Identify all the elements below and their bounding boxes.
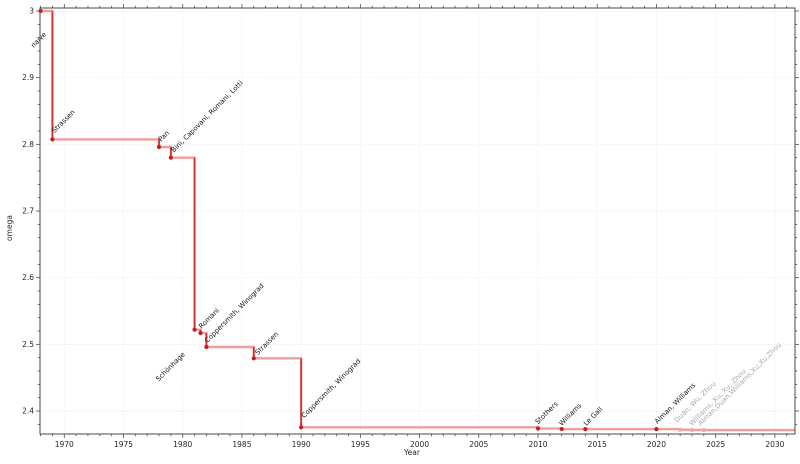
y-tick-label: 3 (29, 7, 34, 16)
y-tick-label: 2.6 (22, 273, 34, 282)
point-label: naive (29, 31, 48, 50)
y-tick-label: 2.4 (22, 407, 34, 416)
x-tick-label: 2000 (410, 440, 429, 449)
point-label: Williams (557, 401, 583, 427)
y-tick-label: 2.5 (22, 340, 34, 349)
data-point-marker (701, 428, 706, 433)
grid-layer (40, 8, 795, 434)
point-label: Schönhage (154, 351, 186, 383)
data-point-marker (50, 137, 55, 142)
axes-layer: 1970 1975 1980 1985 1990 1995 2000 2005 2010 2015… (22, 4, 799, 449)
data-point-marker (559, 426, 564, 432)
x-tick-label: 1995 (351, 440, 370, 449)
data-point-marker (38, 8, 43, 14)
point-label: Strassen (50, 108, 77, 135)
data-point-marker (678, 427, 683, 432)
x-tick-label: 1985 (232, 440, 251, 449)
x-tick-label: 2030 (765, 440, 784, 449)
point-label: Le Gall (582, 405, 604, 427)
data-point-marker (299, 425, 304, 430)
point-label: Pan (157, 129, 171, 143)
x-tick-label: 1990 (292, 440, 311, 449)
data-point-marker (689, 427, 695, 433)
x-tick-label: 1980 (173, 440, 192, 449)
data-point-marker (251, 356, 256, 361)
y-axis-title: omega (5, 215, 14, 241)
series-layer (40, 9, 795, 432)
marker-layer (38, 8, 706, 433)
data-point-marker (192, 327, 197, 332)
plot-border (39, 7, 796, 435)
x-tick-label: 1970 (55, 440, 74, 449)
x-tick-label: 2010 (528, 440, 547, 449)
point-label: Coppersmith, Winograd (300, 357, 362, 419)
omega-step-line (40, 9, 795, 432)
x-axis-title: Year (403, 448, 421, 457)
y-tick-label: 2.7 (22, 207, 34, 216)
point-label: Bini, Capovani, Romani, Lotti (170, 79, 245, 154)
x-tick-label: 2005 (469, 440, 488, 449)
data-point-marker (535, 426, 541, 431)
data-point-marker (198, 330, 203, 336)
y-tick-label: 2.9 (22, 73, 34, 82)
x-tick-label: 1975 (114, 440, 133, 449)
data-point-marker (583, 426, 588, 432)
point-label: Strassen (254, 330, 281, 357)
data-point-marker (654, 426, 659, 432)
data-point-marker (204, 344, 209, 350)
x-tick-label: 2025 (706, 440, 725, 449)
y-tick-label: 2.8 (22, 140, 34, 149)
x-tick-label: 2020 (647, 440, 666, 449)
x-tick-label: 2015 (588, 440, 607, 449)
data-point-marker (168, 155, 173, 160)
data-point-marker (156, 144, 162, 150)
